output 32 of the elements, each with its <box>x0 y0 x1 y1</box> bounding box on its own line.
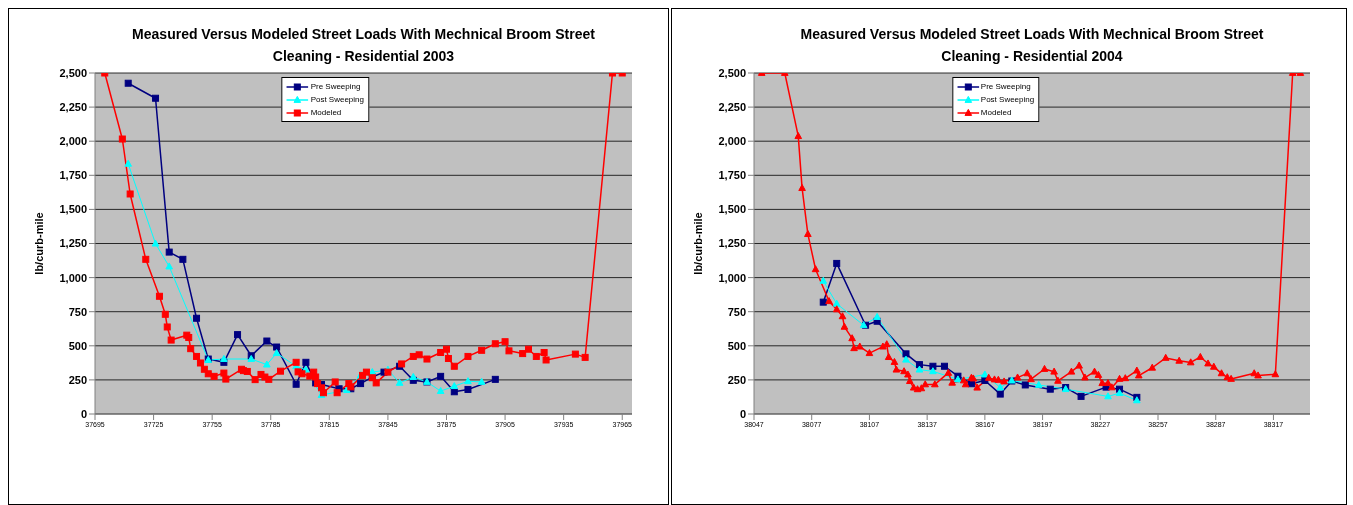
y-tick-label: 2,000 <box>59 135 87 148</box>
legend-label: Pre Sweeping <box>980 82 1031 91</box>
y-tick-label: 2,500 <box>59 66 87 79</box>
y-tick-label: 2,250 <box>718 101 746 113</box>
legend-label: Post Sweeping <box>310 95 364 104</box>
y-tick-label: 1,250 <box>59 237 87 250</box>
y-tick-label: 750 <box>68 305 87 318</box>
legend-label: Modeled <box>310 108 342 117</box>
y-tick-label: 750 <box>727 305 746 318</box>
y-axis-title: lb/curb-mile <box>691 212 704 275</box>
y-tick-label: 2,000 <box>718 135 746 148</box>
legend-label: Post Sweeping <box>980 95 1035 104</box>
y-tick-label: 500 <box>727 339 746 352</box>
y-tick-label: 500 <box>68 339 87 352</box>
y-tick-label: 250 <box>727 373 746 386</box>
y-tick-label: 1,000 <box>59 271 87 284</box>
y-tick-label: 1,250 <box>718 237 746 250</box>
legend-label: Modeled <box>980 108 1012 117</box>
y-tick-label: 250 <box>68 373 87 386</box>
legend-label: Pre Sweeping <box>310 82 361 91</box>
y-tick-label: 1,000 <box>718 271 746 284</box>
y-tick-label: 1,750 <box>59 169 87 182</box>
y-tick-label: 1,750 <box>718 169 746 182</box>
chart-title: Measured Versus Modeled Street Loads With Mechnical Broom Street Cleaning - Residential 2004 <box>799 25 1265 66</box>
y-tick-label: 0 <box>80 407 87 420</box>
chart-title: Measured Versus Modeled Street Loads With Mechnical Broom Street Cleaning - Residential 2003 <box>131 25 596 66</box>
y-tick-label: 0 <box>739 407 746 420</box>
y-tick-label: 2,500 <box>718 66 746 79</box>
y-tick-label: 1,500 <box>718 203 746 216</box>
y-tick-label: 1,500 <box>59 203 87 216</box>
y-axis-title: lb/curb-mile <box>32 212 45 275</box>
y-tick-label: 2,250 <box>59 101 87 113</box>
